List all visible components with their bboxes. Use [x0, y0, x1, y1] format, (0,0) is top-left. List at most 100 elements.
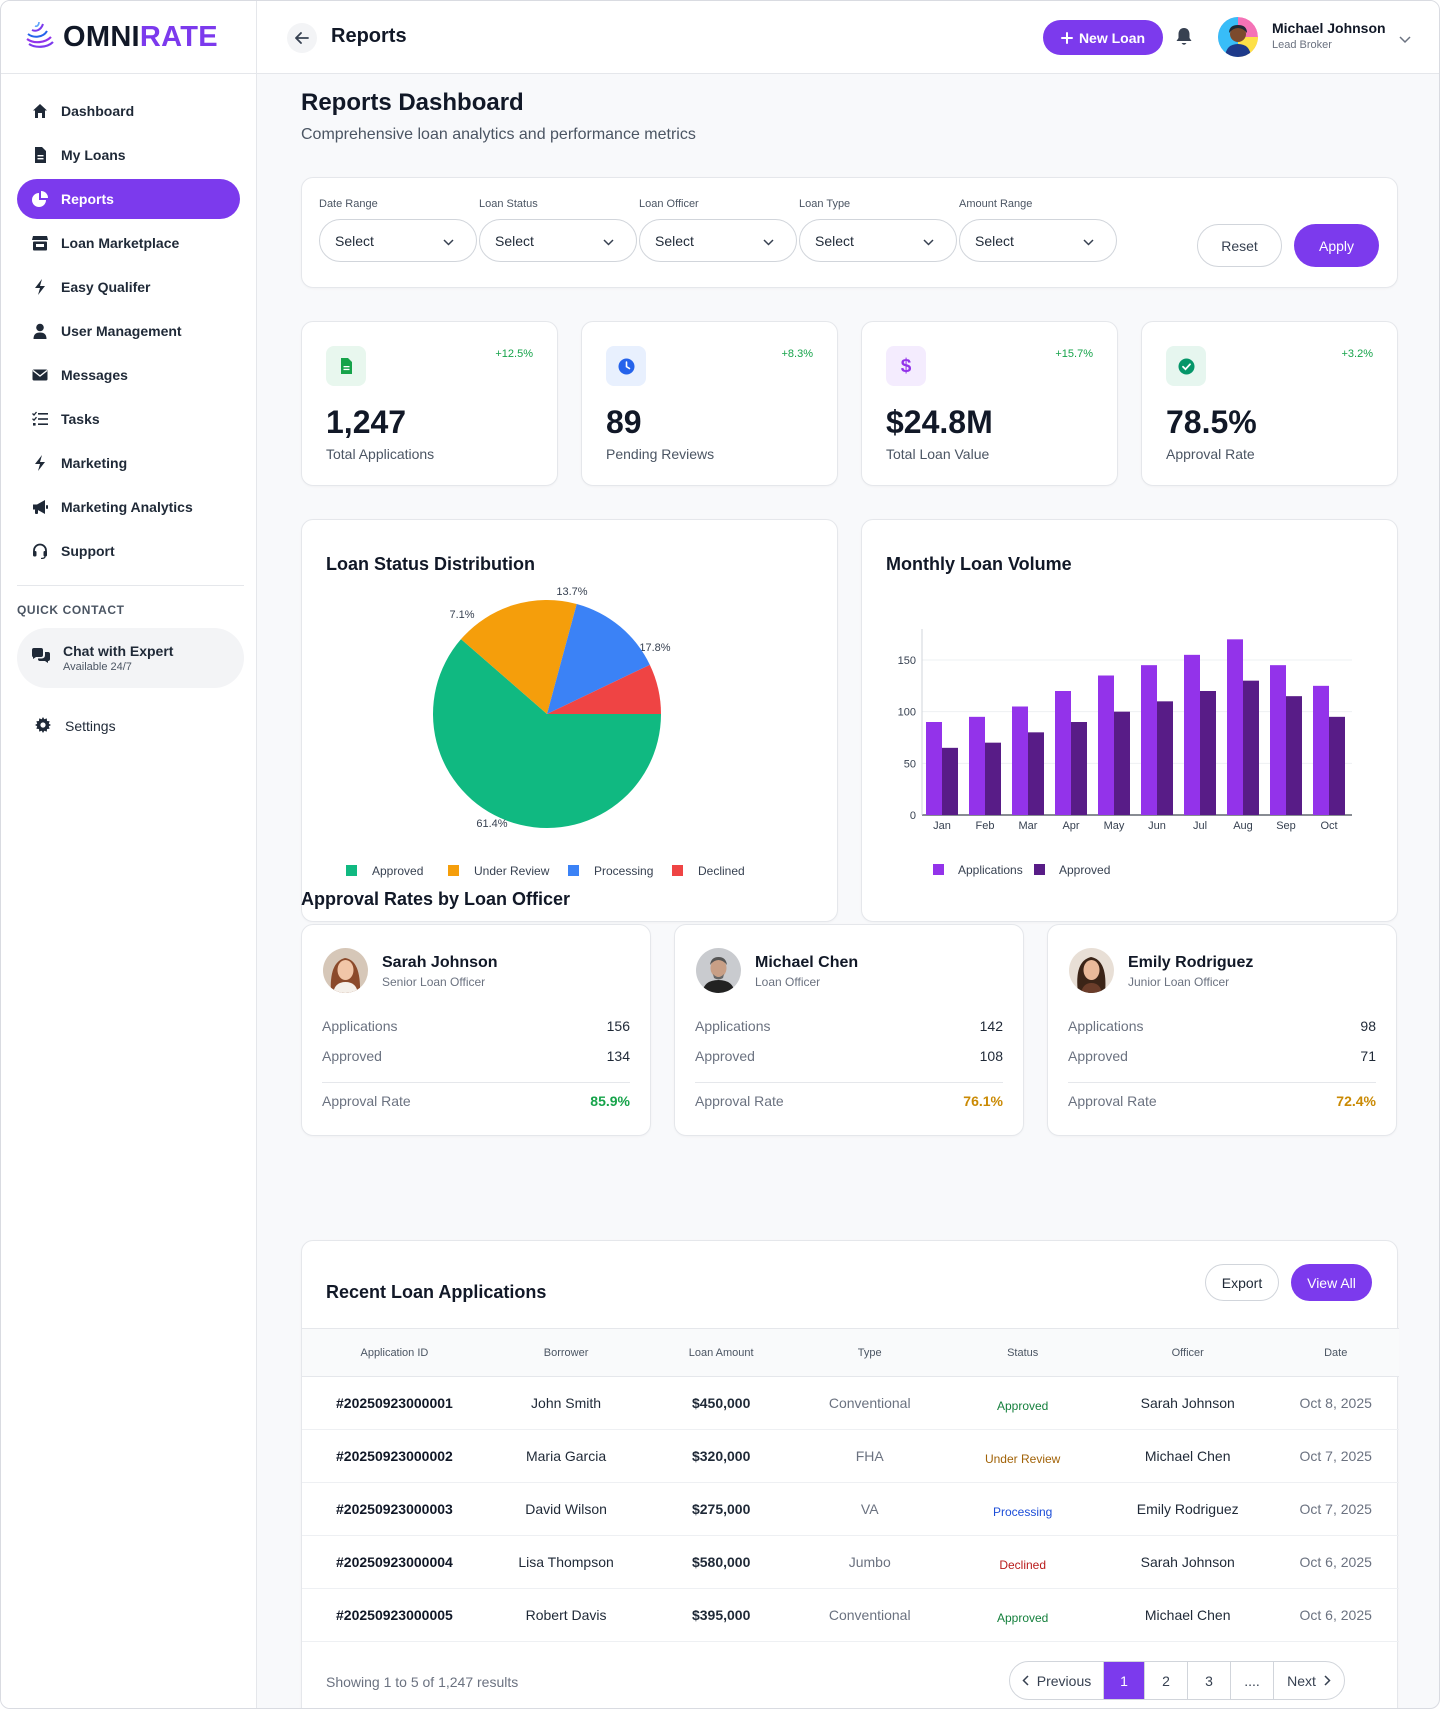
arrow-left-icon	[295, 32, 309, 44]
bar-approved[interactable]	[942, 747, 958, 815]
officer-card: Emily Rodriguez Junior Loan Officer Applic…	[1047, 924, 1397, 1136]
pie-slice[interactable]	[461, 600, 577, 714]
loan-type-select[interactable]: Select	[799, 219, 957, 262]
bar-approved[interactable]	[1028, 732, 1044, 815]
sidebar-item-label: My Loans	[61, 147, 126, 163]
bar-approved[interactable]	[985, 742, 1001, 815]
column-header[interactable]: Borrower	[486, 1328, 646, 1377]
sidebar-item-label: Easy Qualifer	[61, 279, 151, 295]
column-header[interactable]: Status	[942, 1328, 1103, 1377]
page-button[interactable]: 3	[1188, 1662, 1231, 1699]
stat-value: 89	[606, 404, 642, 440]
pie-slice[interactable]	[547, 664, 661, 714]
sidebar-item-settings[interactable]: Settings	[17, 706, 256, 746]
results-summary: Showing 1 to 5 of 1,247 results	[326, 1674, 519, 1690]
bell-icon[interactable]	[1175, 27, 1193, 52]
page-button[interactable]: 1	[1104, 1662, 1145, 1699]
column-header[interactable]: Officer	[1102, 1328, 1273, 1377]
status-badge: Declined	[999, 1558, 1047, 1572]
date-range-select[interactable]: Select	[319, 219, 477, 262]
recent-applications-card: Recent Loan Applications Export View All…	[301, 1240, 1399, 1708]
column-header[interactable]: Loan Amount	[645, 1328, 798, 1377]
sidebar-item-reports[interactable]: Reports	[17, 179, 240, 219]
reset-button[interactable]: Reset	[1197, 224, 1282, 267]
previous-page-button[interactable]: Previous	[1010, 1662, 1104, 1699]
sidebar-item-support[interactable]: Support	[17, 531, 240, 571]
user-avatar[interactable]	[1218, 17, 1258, 57]
table-row[interactable]: #20250923000005 Robert Davis $395,000 Conve…	[302, 1588, 1399, 1642]
x-tick-label: Jun	[1148, 820, 1166, 832]
page-button[interactable]: ....	[1231, 1662, 1274, 1699]
apply-button[interactable]: Apply	[1294, 224, 1379, 267]
sidebar-item-label: Dashboard	[61, 103, 135, 119]
sidebar-item-my-loans[interactable]: My Loans	[17, 135, 240, 175]
sidebar-item-user-management[interactable]: User Management	[17, 311, 240, 351]
sidebar-item-loan-marketplace[interactable]: Loan Marketplace	[17, 223, 240, 263]
column-header[interactable]: Date	[1272, 1328, 1399, 1377]
export-button[interactable]: Export	[1205, 1264, 1279, 1301]
table-row[interactable]: #20250923000003 David Wilson $275,000 VA Pro…	[302, 1482, 1399, 1536]
sidebar-item-easy-qualifer[interactable]: Easy Qualifer	[17, 267, 240, 307]
bar-applications[interactable]	[1098, 675, 1114, 816]
table-row[interactable]: #20250923000002 Maria Garcia $320,000 FHA Un…	[302, 1429, 1399, 1483]
bar-applications[interactable]	[926, 722, 942, 815]
brand[interactable]: OMNIRATE	[1, 1, 256, 74]
filter-label: Amount Range	[959, 198, 1033, 210]
chevron-down-icon	[763, 233, 774, 249]
filter-amount-range: Amount Range Select	[959, 198, 1117, 262]
application-id[interactable]: #20250923000002	[302, 1429, 487, 1483]
officer-stat-approved: Approved 71	[1068, 1048, 1376, 1064]
chat-with-expert-button[interactable]: Chat with Expert Available 24/7	[17, 628, 244, 688]
bar-applications[interactable]	[1055, 691, 1071, 815]
stat-key: Approval Rate	[1068, 1093, 1157, 1109]
borrower: Robert Davis	[486, 1588, 646, 1642]
bar-applications[interactable]	[1012, 706, 1028, 816]
amount-range-select[interactable]: Select	[959, 219, 1117, 262]
chevron-down-icon[interactable]	[1399, 31, 1411, 49]
sidebar-item-messages[interactable]: Messages	[17, 355, 240, 395]
bar-approved[interactable]	[1243, 680, 1259, 815]
officer-stat-applications: Applications 156	[322, 1018, 630, 1034]
page-button[interactable]: 2	[1145, 1662, 1188, 1699]
loan-status-select[interactable]: Select	[479, 219, 637, 262]
table-row[interactable]: #20250923000001 John Smith $450,000 Convent…	[302, 1376, 1399, 1430]
sidebar-item-tasks[interactable]: Tasks	[17, 399, 240, 439]
bar-applications[interactable]	[1270, 665, 1286, 815]
bar-applications[interactable]	[1313, 685, 1329, 815]
pie-slice[interactable]	[432, 639, 661, 828]
view-all-button[interactable]: View All	[1291, 1264, 1372, 1301]
officer: Michael Chen	[1102, 1588, 1273, 1642]
back-button[interactable]	[287, 23, 317, 53]
bar-applications[interactable]	[969, 716, 985, 815]
bar-applications[interactable]	[1227, 639, 1243, 815]
bar-applications[interactable]	[1184, 654, 1200, 815]
column-header[interactable]: Application ID	[302, 1328, 487, 1377]
bar-approved[interactable]	[1114, 711, 1130, 815]
stat-value: 78.5%	[1166, 404, 1257, 440]
x-tick-label: Aug	[1233, 820, 1253, 832]
table-row[interactable]: #20250923000004 Lisa Thompson $580,000 Jumb…	[302, 1535, 1399, 1589]
application-id[interactable]: #20250923000003	[302, 1482, 487, 1536]
officer-card: Sarah Johnson Senior Loan Officer Applicat…	[301, 924, 651, 1136]
sidebar-item-marketing-analytics[interactable]: Marketing Analytics	[17, 487, 240, 527]
stat-val: 156	[606, 1018, 630, 1034]
bar-approved[interactable]	[1157, 701, 1173, 815]
bar-applications[interactable]	[1141, 665, 1157, 815]
bar-approved[interactable]	[1329, 716, 1345, 815]
loan-officer-select[interactable]: Select	[639, 219, 797, 262]
sidebar-item-dashboard[interactable]: Dashboard	[17, 91, 240, 131]
next-page-button[interactable]: Next	[1274, 1662, 1344, 1699]
bar-approved[interactable]	[1286, 696, 1302, 815]
pie-slice[interactable]	[547, 603, 650, 714]
pie-chart: 61.4% 17.8% 13.7% 7.1% Approved Under Review P…	[346, 586, 745, 878]
application-id[interactable]: #20250923000001	[302, 1376, 487, 1430]
next-label: Next	[1287, 1672, 1316, 1689]
bar-approved[interactable]	[1071, 722, 1087, 815]
application-id[interactable]: #20250923000004	[302, 1535, 487, 1589]
application-id[interactable]: #20250923000005	[302, 1588, 487, 1642]
new-loan-button[interactable]: New Loan	[1043, 20, 1163, 55]
sidebar-item-marketing[interactable]: Marketing	[17, 443, 240, 483]
stat-key: Approved	[322, 1048, 382, 1064]
bar-approved[interactable]	[1200, 691, 1216, 815]
column-header[interactable]: Type	[797, 1328, 943, 1377]
